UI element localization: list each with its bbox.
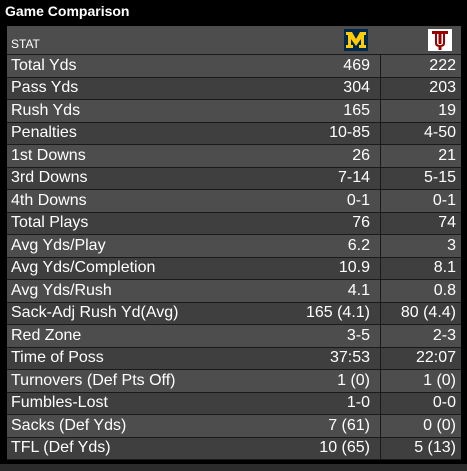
table-row: Turnovers (Def Pts Off) 1 (0) 1 (0) [7,370,461,393]
stat-label: Time of Poss [11,349,104,367]
table-row: Avg Yds/Play 6.2 3 [7,235,461,258]
home-value: 469 [343,56,370,74]
table-row: Time of Poss 37:53 22:07 [7,347,461,370]
stat-label: Penalties [11,124,77,142]
table-row: 3rd Downs 7-14 5-15 [7,167,461,190]
table-row: Pass Yds 304 203 [7,77,461,100]
stat-label: Total Yds [11,56,77,74]
table-row: Fumbles-Lost 1-0 0-0 [7,392,461,415]
away-value: 80 (4.4) [400,304,456,322]
stat-label: Sacks (Def Yds) [11,416,127,434]
indiana-logo-icon [428,29,452,51]
stat-label: Avg Yds/Play [11,236,106,254]
column-divider [380,145,381,167]
away-value: 222 [429,56,456,74]
home-value: 10 (65) [319,439,370,457]
away-value: 203 [429,79,456,97]
stat-label: 4th Downs [11,191,87,209]
away-value: 5-15 [423,169,456,187]
stat-label: Rush Yds [11,101,81,119]
home-value: 7-14 [337,169,370,187]
table-row: TFL (Def Yds) 10 (65) 5 (13) [7,437,461,460]
comparison-table: STAT Total Yds 469 222 Pass Yds 304 203 Rush Y… [7,26,461,460]
stat-label: TFL (Def Yds) [11,439,111,457]
home-value: 76 [352,214,370,232]
michigan-logo-icon [344,29,368,51]
stat-label: Red Zone [11,326,82,344]
away-value: 22:07 [415,349,456,367]
home-value: 1 (0) [337,371,370,389]
stat-label: 3rd Downs [11,169,88,187]
away-value: 74 [438,214,456,232]
column-divider [380,325,381,347]
table-row: 4th Downs 0-1 0-1 [7,190,461,213]
column-divider [380,77,381,99]
home-value: 26 [352,146,370,164]
away-value: 19 [438,101,456,119]
column-divider [380,100,381,122]
column-divider [380,415,381,437]
home-value: 7 (61) [328,416,370,434]
stat-label: Sack-Adj Rush Yd(Avg) [11,304,179,322]
home-value: 165 (4.1) [305,304,370,322]
column-divider [380,212,381,234]
panel-title: Game Comparison [5,3,130,19]
away-value: 5 (13) [414,439,456,457]
stat-label: Pass Yds [11,79,79,97]
table-row: Sack-Adj Rush Yd(Avg) 165 (4.1) 80 (4.4) [7,302,461,325]
column-divider [380,280,381,302]
stat-label: Avg Yds/Completion [11,259,156,277]
column-divider [380,235,381,257]
table-row: Total Plays 76 74 [7,212,461,235]
home-value: 0-1 [346,191,370,209]
table-row: Penalties 10-85 4-50 [7,122,461,145]
home-value: 37:53 [329,349,370,367]
away-value: 21 [438,146,456,164]
home-value: 3-5 [346,326,370,344]
stat-label: Avg Yds/Rush [11,281,112,299]
home-value: 4.1 [347,281,370,299]
column-divider [380,437,381,459]
table-body: Total Yds 469 222 Pass Yds 304 203 Rush Yds 165… [7,55,461,460]
table-header: STAT [7,27,461,55]
column-divider [380,122,381,144]
stat-label: 1st Downs [11,146,86,164]
away-value: 0 (0) [423,416,456,434]
table-row: Sacks (Def Yds) 7 (61) 0 (0) [7,415,461,438]
table-row: Red Zone 3-5 2-3 [7,325,461,348]
column-divider [380,55,381,77]
stat-label: Total Plays [11,214,89,232]
column-divider [380,302,381,324]
away-value: 0-0 [432,394,456,412]
table-row: Rush Yds 165 19 [7,100,461,123]
away-value: 1 (0) [423,371,456,389]
home-value: 165 [343,101,370,119]
home-value: 1-0 [346,394,370,412]
away-value: 3 [447,236,456,254]
column-divider [380,257,381,279]
horizontal-scrollbar[interactable] [0,464,467,471]
home-value: 10.9 [338,259,370,277]
away-value: 8.1 [433,259,456,277]
home-value: 10-85 [329,124,370,142]
away-value: 0-1 [432,191,456,209]
stat-label: Fumbles-Lost [11,394,108,412]
stat-label: Turnovers (Def Pts Off) [11,371,176,389]
column-divider [380,347,381,369]
column-divider [380,167,381,189]
table-row: 1st Downs 26 21 [7,145,461,168]
away-value: 4-50 [423,124,456,142]
column-divider [380,370,381,392]
table-row: Avg Yds/Completion 10.9 8.1 [7,257,461,280]
table-row: Total Yds 469 222 [7,55,461,78]
home-value: 6.2 [347,236,370,254]
table-row: Avg Yds/Rush 4.1 0.8 [7,280,461,303]
column-divider [380,190,381,212]
stat-column-header: STAT [11,37,40,51]
away-value: 2-3 [432,326,456,344]
home-value: 304 [343,79,370,97]
column-divider [380,392,381,414]
away-value: 0.8 [433,281,456,299]
